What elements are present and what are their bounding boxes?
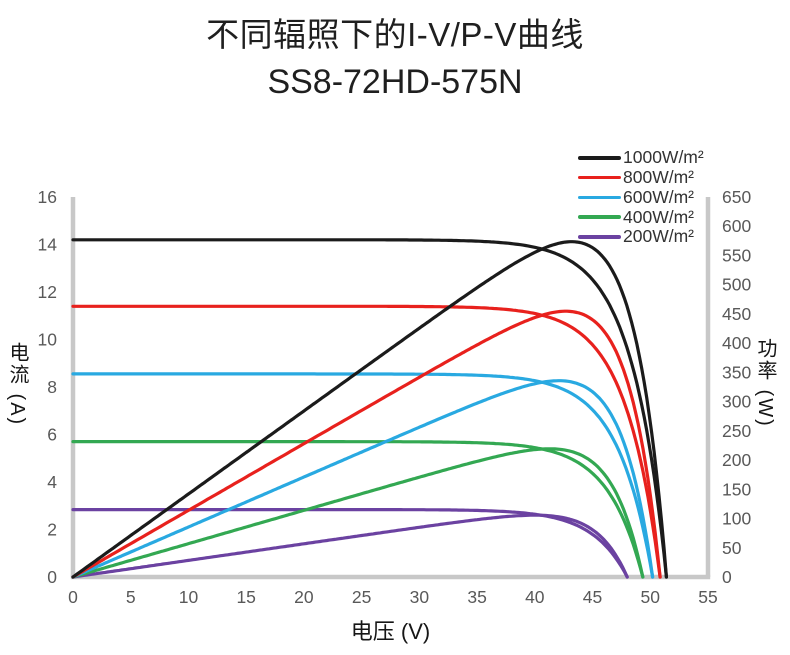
- y-left-tick-label: 2: [47, 520, 57, 540]
- x-tick-label: 55: [698, 587, 717, 607]
- legend-swatch-1000: [578, 156, 621, 160]
- y-right-tick-label: 150: [722, 479, 751, 499]
- pv-curve-1000: [71, 240, 668, 579]
- x-tick-label: 45: [583, 587, 602, 607]
- y-right-tick-label: 450: [722, 304, 751, 324]
- y-right-tick-label: 0: [722, 567, 732, 587]
- y-left-tick-label: 6: [47, 425, 57, 445]
- y-right-tick-label: 250: [722, 421, 751, 441]
- y-right-tick-label: 350: [722, 362, 751, 382]
- y-right-tick-label: 400: [722, 333, 751, 353]
- x-tick-label: 35: [467, 587, 486, 607]
- legend-swatch-600: [578, 195, 621, 200]
- chart-title: 不同辐照下的I-V/P-V曲线: [206, 16, 584, 53]
- x-tick-label: 25: [352, 587, 371, 607]
- y-left-tick-label: 0: [47, 567, 57, 587]
- x-tick-label: 10: [179, 587, 199, 607]
- legend-item-1000: 1000W/m²: [578, 148, 704, 168]
- y-right-tick-label: 550: [722, 245, 751, 265]
- y-right-tick-label: 100: [722, 509, 751, 529]
- legend-item-200: 200W/m²: [578, 227, 704, 247]
- y-axis-label-power: 功率 (W): [754, 338, 776, 428]
- legend: 1000W/m² 800W/m² 600W/m² 400W/m² 200W/m²: [578, 148, 704, 247]
- iv-curve-1000: [71, 238, 668, 579]
- y-left-tick-label: 8: [47, 377, 57, 397]
- x-tick-label: 50: [641, 587, 661, 607]
- pv-curve-400: [71, 447, 645, 579]
- iv-curve-800: [71, 304, 662, 579]
- legend-item-800: 800W/m²: [578, 168, 704, 188]
- legend-swatch-800: [578, 175, 621, 180]
- y-right-tick-label: 600: [722, 216, 751, 236]
- y-left-tick-label: 10: [38, 330, 58, 350]
- legend-item-600: 600W/m²: [578, 188, 704, 208]
- y-right-tick-label: 300: [722, 392, 751, 412]
- x-tick-label: 20: [294, 587, 314, 607]
- legend-swatch-400: [578, 215, 621, 220]
- legend-item-400: 400W/m²: [578, 207, 704, 227]
- pv-curve-600: [71, 379, 655, 579]
- y-left-tick-label: 12: [38, 282, 57, 302]
- chart-subtitle: SS8-72HD-575N: [267, 63, 523, 101]
- x-tick-label: 0: [68, 587, 78, 607]
- y-axis-label-current: 电流 (A): [6, 342, 28, 427]
- x-axis-label-voltage: 电压 (V): [350, 619, 431, 644]
- y-right-tick-label: 50: [722, 538, 742, 558]
- pv-curve-800: [71, 309, 662, 579]
- x-tick-label: 15: [236, 587, 255, 607]
- x-tick-label: 30: [410, 587, 430, 607]
- legend-label-400: 400W/m²: [623, 206, 694, 227]
- y-left-tick-label: 16: [38, 187, 57, 207]
- iv-curve-400: [71, 440, 645, 579]
- legend-swatch-200: [578, 235, 621, 239]
- y-left-tick-label: 4: [47, 472, 57, 492]
- iv-curve-600: [71, 372, 655, 579]
- x-tick-label: 5: [126, 587, 136, 607]
- pv-curve-200: [71, 513, 629, 579]
- legend-label-800: 800W/m²: [623, 166, 694, 187]
- legend-label-1000: 1000W/m²: [623, 147, 704, 168]
- y-left-tick-label: 14: [38, 235, 58, 255]
- iv-curve-200: [71, 508, 629, 579]
- x-tick-label: 40: [525, 587, 545, 607]
- y-right-tick-label: 200: [722, 450, 751, 470]
- y-right-tick-label: 650: [722, 187, 751, 207]
- legend-label-600: 600W/m²: [623, 186, 694, 207]
- y-right-tick-label: 500: [722, 275, 751, 295]
- legend-label-200: 200W/m²: [623, 226, 694, 247]
